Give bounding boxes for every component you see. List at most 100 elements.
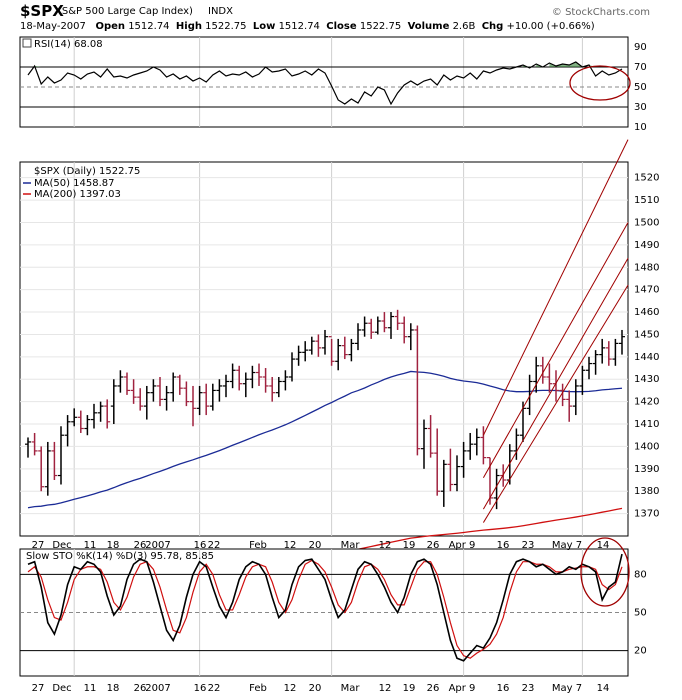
rsi-annotation-circle — [569, 65, 631, 101]
price-bar — [44, 441, 51, 496]
exchange-label: INDX — [208, 6, 233, 17]
price-bar — [203, 383, 210, 416]
rsi-line — [27, 61, 623, 106]
price-bar — [157, 376, 163, 407]
price-bar — [209, 383, 216, 411]
price-bar — [196, 385, 203, 416]
price-bar — [308, 336, 315, 355]
x-tick-top: 2007 — [145, 540, 170, 551]
price-bar — [130, 379, 137, 404]
rsi-panel-icon — [22, 38, 32, 48]
x-tick-top: 26 — [134, 540, 147, 551]
rsi-overbought-fill — [34, 62, 596, 67]
rsi-tick-50: 50 — [634, 82, 647, 93]
high-value: 1522.75 — [205, 21, 247, 32]
price-bar — [414, 325, 421, 456]
x-tick-bottom: 19 — [403, 683, 416, 694]
x-tick-bottom: 16 — [497, 683, 510, 694]
trend-support-line — [482, 284, 629, 523]
x-tick-top: 26 — [427, 540, 440, 551]
low-value: 1512.74 — [278, 21, 320, 32]
price-bar — [216, 379, 223, 402]
price-bar — [341, 336, 348, 360]
x-tick-bottom: 20 — [309, 683, 322, 694]
legend-entry: MA(200) 1397.03 — [34, 189, 121, 200]
price-tick-1370: 1370 — [634, 509, 659, 520]
price-bar — [328, 336, 335, 366]
price-bar — [58, 426, 64, 485]
price-bar — [25, 437, 31, 458]
price-bar — [190, 385, 196, 427]
x-tick-top: Apr 9 — [449, 540, 476, 551]
x-tick-top: 14 — [597, 540, 610, 551]
price-bar — [539, 356, 546, 384]
price-tick-1500: 1500 — [634, 217, 659, 228]
price-bar — [289, 352, 295, 382]
volume-label: Volume — [407, 21, 450, 32]
ma50-line — [27, 370, 623, 509]
price-bar — [421, 419, 427, 469]
price-bar — [143, 385, 150, 420]
x-tick-top: 22 — [208, 540, 221, 551]
x-tick-top: 12 — [379, 540, 392, 551]
price-bar — [256, 363, 262, 386]
price-bar — [599, 338, 606, 364]
close-label: Close — [326, 21, 357, 32]
x-tick-top: May 7 — [552, 540, 582, 551]
x-tick-top: Dec — [52, 540, 71, 551]
rsi-tick-30: 30 — [634, 102, 647, 113]
trend-channel-line — [482, 222, 629, 479]
x-tick-bottom: 2007 — [145, 683, 170, 694]
rsi-title: RSI(14) 68.08 — [34, 39, 103, 50]
price-bar — [619, 329, 625, 355]
price-bar — [84, 415, 91, 436]
chg-value: +10.00 (+0.66%) — [506, 21, 595, 32]
x-tick-bottom: 12 — [284, 683, 297, 694]
legend-entry: MA(50) 1458.87 — [34, 178, 115, 189]
price-bar — [249, 365, 256, 389]
price-bar — [269, 376, 276, 402]
price-bar — [335, 338, 342, 371]
x-tick-bottom: 26 — [427, 683, 440, 694]
price-bar — [374, 316, 381, 335]
x-tick-top: 20 — [309, 540, 322, 551]
price-tick-1380: 1380 — [634, 486, 659, 497]
x-tick-top: 19 — [403, 540, 416, 551]
price-bar — [381, 312, 388, 333]
price-bar — [454, 455, 460, 492]
price-tick-1390: 1390 — [634, 464, 659, 475]
price-bar — [315, 334, 322, 357]
price-bar — [170, 372, 177, 402]
x-tick-bottom: 22 — [208, 683, 221, 694]
sto-k-line — [27, 553, 623, 662]
price-bar — [546, 363, 553, 393]
quote-date: 18-May-2007 — [20, 21, 86, 32]
x-tick-bottom: 23 — [522, 683, 535, 694]
price-bar — [368, 318, 375, 339]
price-bar — [137, 388, 144, 411]
price-tick-1450: 1450 — [634, 329, 659, 340]
price-bar — [262, 368, 269, 393]
sto-d-line — [27, 559, 623, 659]
x-tick-bottom: 26 — [134, 683, 147, 694]
x-tick-bottom: 27 — [32, 683, 45, 694]
price-tick-1430: 1430 — [634, 374, 659, 385]
open-value: 1512.74 — [128, 21, 170, 32]
price-bar — [71, 408, 78, 427]
price-bar — [104, 399, 111, 429]
price-tick-1490: 1490 — [634, 240, 659, 251]
high-label: High — [175, 21, 202, 32]
price-bar — [229, 363, 236, 389]
chg-label: Chg — [481, 21, 504, 32]
x-tick-top: Feb — [249, 540, 267, 551]
price-frame — [19, 161, 629, 537]
rsi-tick-10: 10 — [634, 122, 647, 133]
price-bar — [355, 323, 361, 351]
close-value: 1522.75 — [359, 21, 402, 32]
price-bar — [223, 374, 229, 398]
price-panel: 1370138013901400141014201430144014501460… — [19, 139, 659, 604]
symbol-title: $SPX — [20, 2, 64, 20]
sto-title: Slow STO %K(14) %D(3) 95.78, 85.85 — [26, 551, 214, 562]
quote-summary: 18-May-2007 Open 1512.74 High 1522.75 Lo… — [20, 21, 595, 32]
